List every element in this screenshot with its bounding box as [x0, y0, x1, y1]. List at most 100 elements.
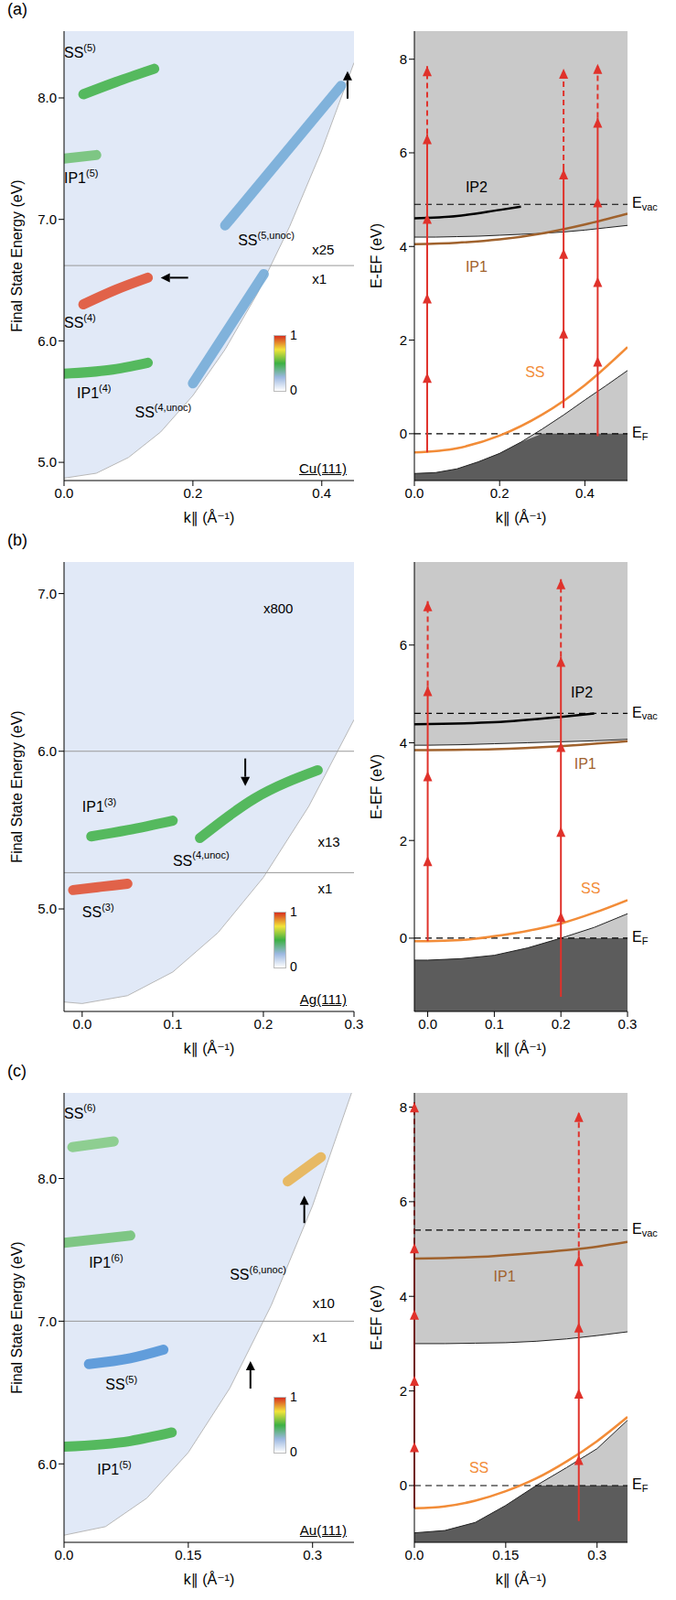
svg-text:0.2: 0.2: [551, 1015, 571, 1031]
svg-text:5.0: 5.0: [37, 900, 57, 916]
svg-text:7.0: 7.0: [37, 211, 57, 227]
svg-text:0.1: 0.1: [162, 1015, 183, 1031]
svg-text:IP1: IP1: [493, 1267, 516, 1284]
svg-text:0.3: 0.3: [618, 1015, 638, 1031]
svg-text:E-EF (eV): E-EF (eV): [368, 1284, 385, 1350]
svg-text:0.3: 0.3: [344, 1015, 365, 1031]
svg-text:IP1: IP1: [574, 755, 597, 772]
svg-text:x1: x1: [311, 270, 327, 287]
svg-text:0.0: 0.0: [72, 1015, 92, 1031]
svg-text:Final State Energy (eV): Final State Energy (eV): [9, 179, 25, 332]
svg-text:IP1(6): IP1(6): [88, 1251, 123, 1270]
svg-text:Final State Energy (eV): Final State Energy (eV): [9, 709, 25, 862]
svg-text:0.0: 0.0: [54, 1545, 75, 1562]
html-text:Au(111): Au(111): [299, 1521, 347, 1537]
svg-text:6: 6: [399, 636, 408, 653]
svg-text:SS(5,unoc): SS(5,unoc): [237, 228, 295, 247]
svg-text:0: 0: [399, 929, 408, 945]
svg-text:k∥ (Å⁻¹): k∥ (Å⁻¹): [183, 1569, 236, 1588]
svg-text:2: 2: [399, 832, 408, 848]
svg-text:5.0: 5.0: [37, 453, 57, 470]
html-text:Cu(111): Cu(111): [299, 460, 347, 476]
svg-text:6: 6: [399, 144, 408, 161]
html-text:0: 0: [289, 958, 298, 974]
svg-text:SS(5): SS(5): [105, 1372, 138, 1391]
svg-text:x1: x1: [317, 879, 333, 896]
svg-text:7.0: 7.0: [37, 1312, 57, 1329]
svg-text:0.2: 0.2: [490, 484, 510, 501]
svg-text:Evac: Evac: [632, 194, 658, 213]
svg-text:SS(3): SS(3): [82, 901, 115, 920]
svg-text:IP1(4): IP1(4): [76, 382, 111, 401]
svg-text:x25: x25: [311, 241, 334, 258]
svg-text:IP1(5): IP1(5): [64, 167, 98, 186]
svg-text:6.0: 6.0: [37, 1455, 57, 1471]
svg-text:x1: x1: [312, 1328, 328, 1344]
svg-text:0.0: 0.0: [418, 1015, 438, 1031]
svg-text:7.0: 7.0: [37, 585, 57, 601]
svg-text:EF: EF: [632, 1475, 649, 1493]
svg-text:8: 8: [399, 51, 408, 67]
svg-text:k∥ (Å⁻¹): k∥ (Å⁻¹): [495, 1039, 548, 1057]
svg-text:2: 2: [399, 1382, 408, 1398]
svg-text:4: 4: [399, 734, 408, 751]
svg-text:6.0: 6.0: [37, 742, 57, 759]
svg-text:SS(4): SS(4): [64, 311, 97, 331]
html-text:(a): (a): [7, 0, 28, 19]
svg-text:0: 0: [399, 1476, 408, 1492]
svg-text:SS(4,unoc): SS(4,unoc): [134, 401, 192, 420]
svg-text:k∥ (Å⁻¹): k∥ (Å⁻¹): [183, 1039, 236, 1057]
html-text:0: 0: [289, 382, 298, 398]
svg-text:4: 4: [399, 1287, 408, 1304]
svg-text:6: 6: [399, 1192, 408, 1209]
svg-text:x13: x13: [317, 833, 340, 849]
svg-text:Evac: Evac: [632, 1220, 658, 1238]
svg-text:SS(6): SS(6): [64, 1101, 97, 1120]
svg-text:k∥ (Å⁻¹): k∥ (Å⁻¹): [495, 1569, 548, 1588]
svg-text:SS: SS: [525, 364, 545, 380]
svg-text:EF: EF: [632, 928, 649, 946]
svg-text:Final State Energy (eV): Final State Energy (eV): [9, 1240, 25, 1393]
svg-text:6.0: 6.0: [37, 332, 57, 349]
svg-text:0.0: 0.0: [54, 484, 75, 501]
html-text:(c): (c): [7, 1061, 27, 1080]
svg-text:SS(6,unoc): SS(6,unoc): [229, 1262, 287, 1281]
svg-text:x10: x10: [312, 1294, 335, 1310]
svg-text:IP2: IP2: [570, 684, 593, 700]
svg-text:0.0: 0.0: [405, 1545, 425, 1562]
svg-text:IP1(5): IP1(5): [96, 1458, 131, 1477]
svg-text:SS: SS: [580, 879, 601, 896]
svg-text:SS(5): SS(5): [64, 42, 97, 61]
svg-text:k∥ (Å⁻¹): k∥ (Å⁻¹): [495, 508, 548, 526]
svg-text:Evac: Evac: [632, 704, 658, 722]
svg-text:k∥ (Å⁻¹): k∥ (Å⁻¹): [183, 508, 236, 526]
svg-text:0.15: 0.15: [492, 1545, 519, 1562]
svg-text:4: 4: [399, 238, 408, 255]
svg-text:0.2: 0.2: [182, 484, 203, 501]
svg-text:SS(4,unoc): SS(4,unoc): [172, 848, 230, 868]
svg-text:IP1(3): IP1(3): [82, 795, 117, 815]
svg-text:x800: x800: [263, 600, 294, 616]
html-text:1: 1: [289, 327, 298, 343]
html-text:(b): (b): [7, 530, 28, 549]
svg-text:2: 2: [399, 332, 408, 348]
svg-text:0.15: 0.15: [174, 1545, 202, 1562]
html-text:Ag(111): Ag(111): [299, 990, 347, 1007]
svg-text:8.0: 8.0: [37, 1169, 57, 1186]
svg-text:E-EF (eV): E-EF (eV): [368, 223, 385, 289]
svg-text:0.0: 0.0: [405, 484, 425, 501]
svg-text:0.3: 0.3: [587, 1545, 607, 1562]
svg-text:0.4: 0.4: [575, 484, 595, 501]
svg-text:IP2: IP2: [465, 179, 488, 195]
svg-text:SS: SS: [469, 1459, 489, 1475]
svg-text:0.1: 0.1: [484, 1015, 505, 1031]
svg-text:IP1: IP1: [465, 258, 488, 275]
svg-text:E-EF (eV): E-EF (eV): [368, 753, 385, 819]
svg-text:0.4: 0.4: [311, 484, 332, 501]
svg-text:8: 8: [399, 1098, 408, 1115]
svg-text:0.2: 0.2: [254, 1015, 274, 1031]
svg-text:0: 0: [399, 425, 408, 441]
svg-text:EF: EF: [632, 424, 649, 442]
svg-text:8.0: 8.0: [37, 89, 57, 106]
svg-text:0.3: 0.3: [302, 1545, 322, 1562]
